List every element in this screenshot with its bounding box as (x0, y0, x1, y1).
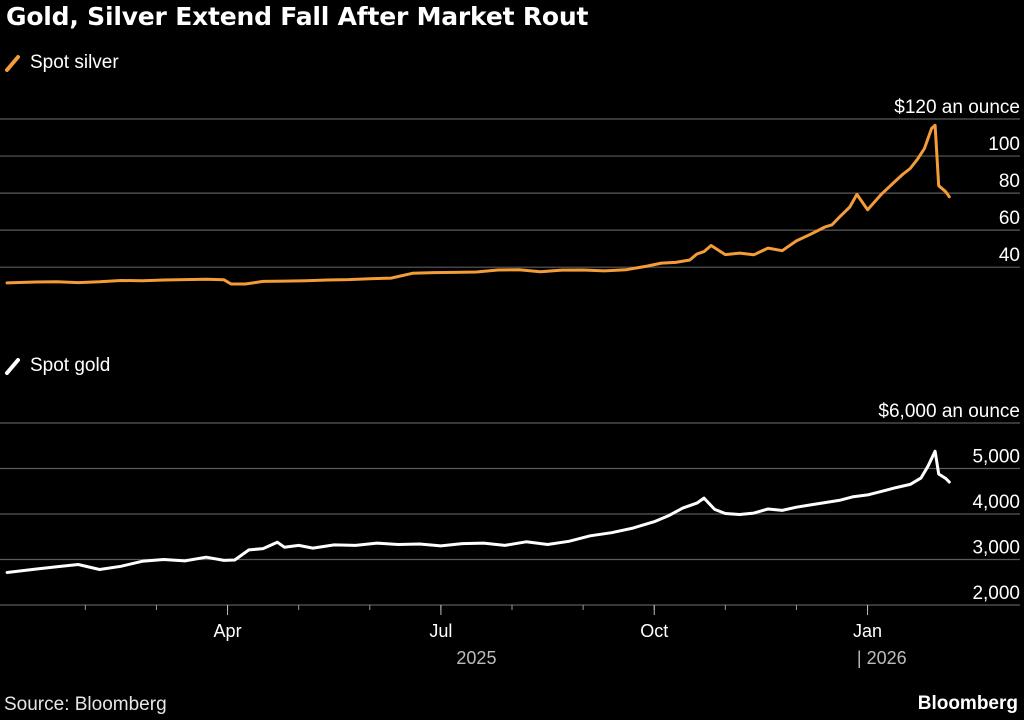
gold-series-line (5, 449, 951, 574)
gold-ytick-label: $6,000 an ounce (878, 401, 1020, 422)
silver-series-line (5, 123, 951, 286)
x-axis-year-label: | 2026 (857, 648, 907, 668)
legend-gold-label: Spot gold (30, 355, 111, 376)
gold-ytick-label: 5,000 (972, 447, 1020, 468)
legend-gold-swatch-icon (5, 358, 20, 375)
x-axis-year-label: 2025 (456, 648, 496, 668)
source-note: Source: Bloomberg (4, 694, 167, 715)
legend-silver-label: Spot silver (30, 52, 119, 73)
silver-ytick-label: $120 an ounce (894, 97, 1020, 118)
silver-ytick-label: 80 (999, 171, 1020, 192)
gold-ytick-label: 2,000 (972, 583, 1020, 604)
brand-logo: Bloomberg (917, 693, 1018, 714)
legend-silver: Spot silver (4, 52, 119, 74)
chart-title: Gold, Silver Extend Fall After Market Ro… (6, 2, 589, 31)
legend-gold: Spot gold (4, 355, 110, 377)
x-axis-tick-label: Jul (429, 621, 452, 641)
silver-ytick-label: 100 (988, 134, 1020, 155)
x-axis-tick-label: Apr (214, 621, 242, 641)
legend-silver-swatch-icon (5, 55, 20, 72)
silver-ytick-label: 60 (999, 208, 1020, 229)
x-axis-tick-label: Jan (853, 621, 882, 641)
silver-ytick-label: 40 (999, 245, 1020, 266)
gold-ytick-label: 4,000 (972, 492, 1020, 513)
x-axis-tick-label: Oct (640, 621, 668, 641)
gold-ytick-label: 3,000 (972, 538, 1020, 559)
